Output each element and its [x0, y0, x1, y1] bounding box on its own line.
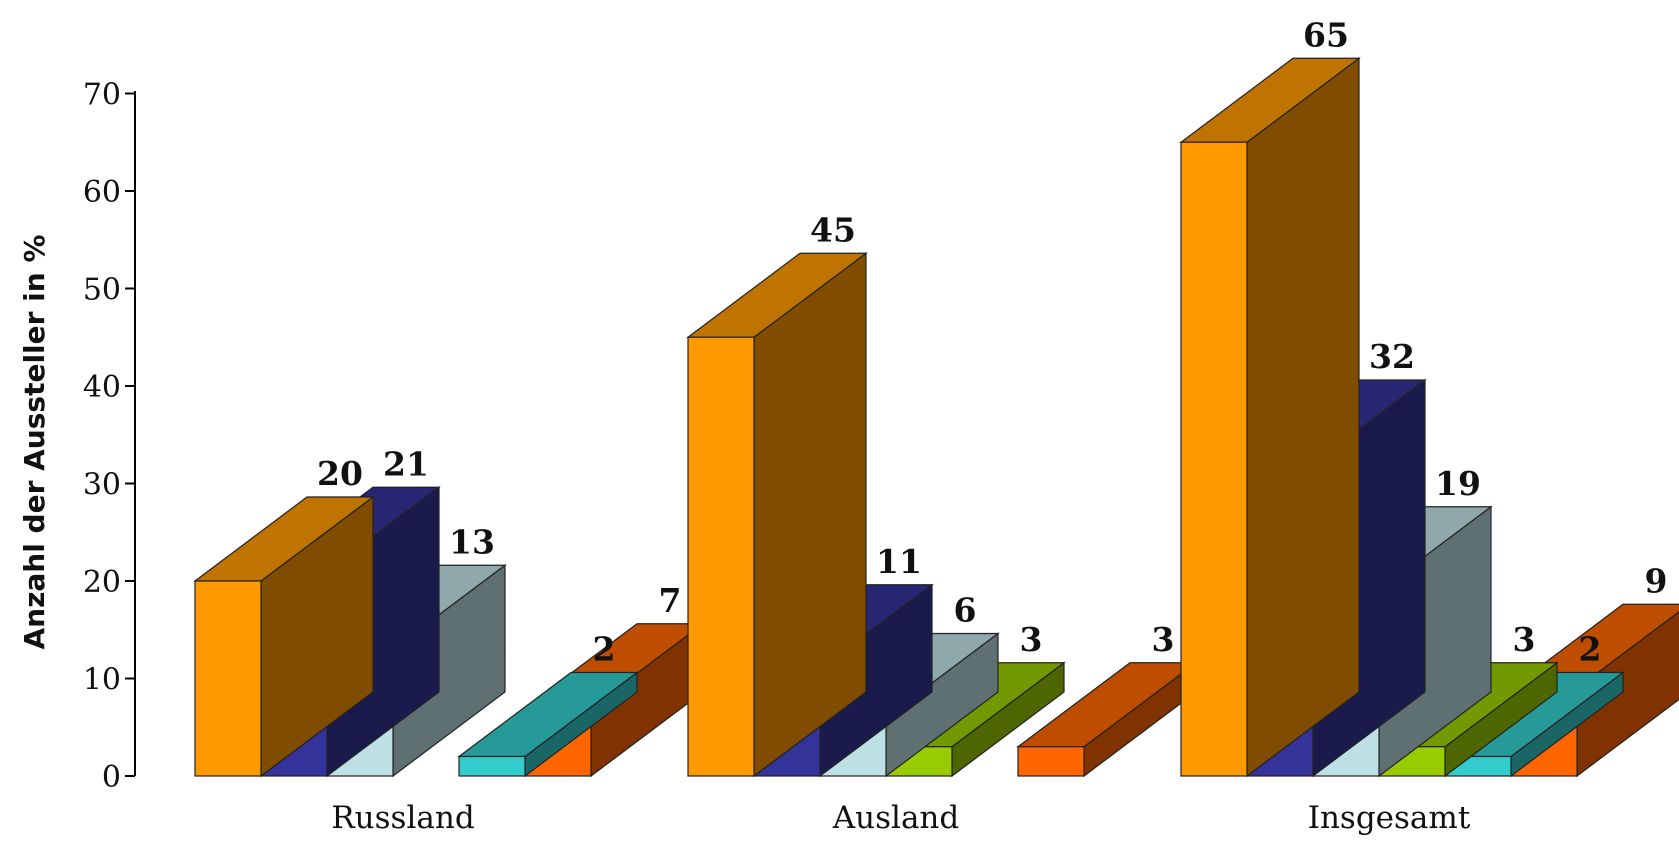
bar-russland-series-1 — [193, 495, 375, 778]
y-tick-label-40: 40 — [83, 370, 121, 405]
y-axis-title: Anzahl der Aussteller in % — [18, 234, 51, 649]
data-label-ausland-series-6: 3 — [1152, 620, 1175, 659]
bar-front-face — [1017, 746, 1085, 777]
data-label-insgesamt-series-6: 9 — [1645, 561, 1668, 600]
bar-ausland-series-1 — [686, 252, 868, 778]
bar-front-face — [458, 755, 526, 777]
y-tick-label-0: 0 — [102, 760, 121, 795]
bar-groups — [193, 57, 1679, 778]
data-label-russland-series-1: 20 — [317, 454, 363, 493]
bar-group-ausland — [686, 252, 1198, 778]
bar-russland-series-5 — [457, 671, 639, 778]
y-axis: 0 10 20 30 40 50 60 70 — [83, 78, 136, 795]
bar-front-face — [194, 580, 262, 777]
bar-insgesamt-series-1 — [1179, 57, 1361, 778]
y-tick-label-30: 30 — [83, 468, 121, 503]
category-label-insgesamt: Insgesamt — [1308, 800, 1471, 836]
data-label-ausland-series-3: 6 — [954, 591, 977, 630]
data-label-insgesamt-series-2: 32 — [1369, 337, 1415, 376]
bar-front-face — [1180, 141, 1248, 777]
y-tick-label-20: 20 — [83, 565, 121, 600]
data-label-russland-series-5: 2 — [593, 630, 616, 669]
data-label-insgesamt-series-4: 3 — [1513, 620, 1536, 659]
bar-side-face — [1246, 57, 1360, 778]
category-label-russland: Russland — [331, 800, 474, 836]
data-label-insgesamt-series-3: 19 — [1435, 464, 1481, 503]
data-label-russland-series-6: 7 — [659, 581, 682, 620]
data-label-ausland-series-4: 3 — [1020, 620, 1043, 659]
data-label-insgesamt-series-1: 65 — [1303, 15, 1349, 54]
y-tick-label-50: 50 — [83, 273, 121, 308]
data-label-ausland-series-2: 11 — [876, 542, 922, 581]
bar-ausland-series-6 — [1016, 661, 1198, 778]
data-label-insgesamt-series-5: 2 — [1579, 630, 1602, 669]
data-label-russland-series-2: 21 — [383, 444, 429, 483]
bar-side-face — [753, 252, 867, 778]
bar-group-insgesamt — [1179, 57, 1679, 778]
data-label-russland-series-3: 13 — [449, 522, 495, 561]
bar-group-russland — [193, 486, 705, 778]
y-tick-label-60: 60 — [83, 175, 121, 210]
data-label-ausland-series-1: 45 — [810, 210, 856, 249]
y-tick-label-10: 10 — [83, 663, 121, 698]
category-label-ausland: Ausland — [832, 800, 959, 836]
category-labels: Russland Ausland Insgesamt — [331, 800, 1470, 836]
y-tick-label-70: 70 — [83, 78, 121, 113]
bar-front-face — [687, 336, 755, 777]
